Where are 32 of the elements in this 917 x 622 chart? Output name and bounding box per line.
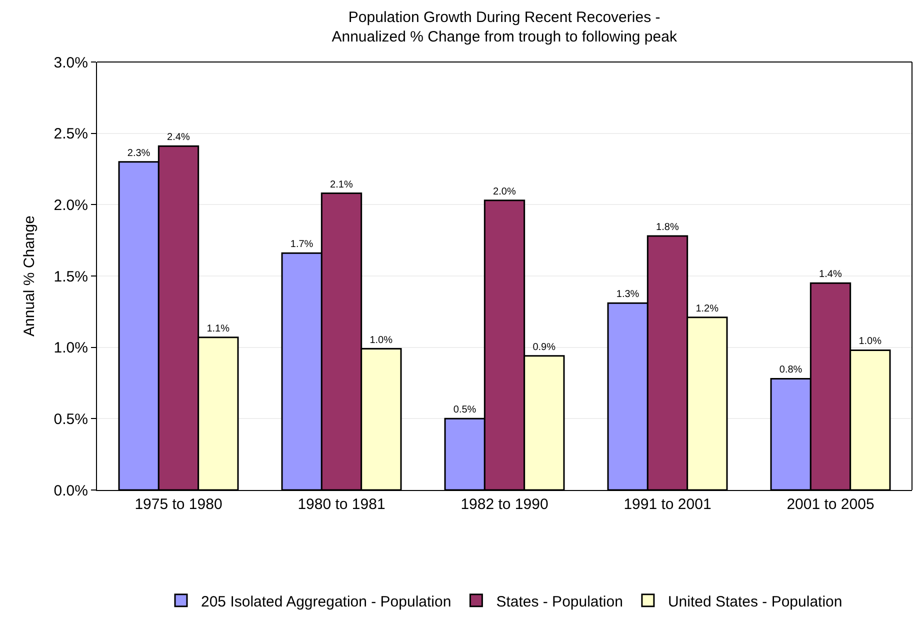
data-label: 1.4% [819,269,842,280]
y-tick-label: 0.5% [54,410,88,428]
legend-label: 205 Isolated Aggregation - Population [201,593,452,610]
chart-title: Population Growth During Recent Recoveries - Annualized % Change from trough to following peak [332,8,678,46]
y-tick-label: 2.5% [54,126,88,143]
data-label: 1.3% [616,289,640,300]
data-label: 1.0% [370,334,393,346]
data-label: 2.4% [167,132,190,144]
data-label: 1.7% [290,239,314,250]
data-label: 1.1% [206,323,230,334]
y-tick-label: 1.0% [54,340,88,357]
legend-label: States - Population [496,593,623,610]
y-tick-label: 3.0% [54,54,88,72]
x-tick-label: 1980 to 1981 [298,496,386,513]
data-label: 0.5% [453,404,476,416]
data-label: 2.0% [493,186,516,198]
y-axis-title: Annual % Change [21,216,38,336]
data-label: 2.1% [330,179,353,190]
x-tick-label: 1975 to 1980 [134,496,222,513]
data-label: 1.2% [696,303,719,314]
x-tick-label: 1982 to 1990 [460,496,548,513]
x-tick-label: 2001 to 2005 [786,496,874,513]
y-tick-label: 0.0% [54,482,88,500]
data-label: 2.3% [127,148,150,159]
legend-label: United States - Population [668,593,842,610]
data-label: 0.8% [779,364,802,376]
x-tick-label: 1991 to 2001 [624,496,712,513]
data-label: 0.9% [532,342,556,353]
y-tick-label: 2.0% [54,196,88,214]
data-label: 1.8% [656,222,679,234]
data-label: 1.0% [858,336,882,348]
y-tick-label: 1.5% [54,268,88,286]
